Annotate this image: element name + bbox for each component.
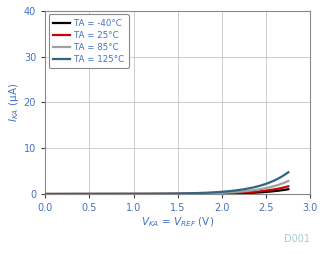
Legend: TA = -40°C, TA = 25°C, TA = 85°C, TA = 125°C: TA = -40°C, TA = 25°C, TA = 85°C, TA = 1… [48,14,129,68]
Line: TA = 25°C: TA = 25°C [45,186,288,194]
TA = 85°C [279,182,283,185]
TA = -40°C [56,193,59,196]
TA = 25°C [286,185,290,188]
TA = 125°C [155,192,159,195]
TA = -40°C [235,192,239,195]
TA = 85°C [286,180,290,183]
TA = -40°C [43,193,47,196]
TA = 125°C [279,175,283,178]
Line: TA = 125°C: TA = 125°C [45,172,288,194]
Y-axis label: $I_{KA}$ (μA): $I_{KA}$ (μA) [7,83,21,122]
TA = 85°C [162,192,165,195]
TA = 25°C [279,186,283,189]
TA = 25°C [162,193,165,196]
Line: TA = -40°C: TA = -40°C [45,189,288,194]
TA = -40°C [279,189,283,192]
TA = 85°C [43,193,47,196]
TA = 85°C [235,190,239,194]
TA = 25°C [235,191,239,194]
Line: TA = 85°C: TA = 85°C [45,181,288,194]
TA = -40°C [279,189,283,192]
TA = 125°C [235,189,239,192]
TA = 125°C [162,192,165,195]
TA = -40°C [155,193,159,196]
TA = 125°C [279,176,283,179]
Text: D001: D001 [284,234,310,244]
TA = 125°C [56,193,59,196]
TA = 85°C [56,193,59,196]
TA = 25°C [155,193,159,196]
TA = -40°C [286,188,290,191]
TA = 25°C [43,193,47,196]
TA = 25°C [279,186,283,189]
TA = 25°C [56,193,59,196]
TA = 85°C [279,182,283,185]
TA = 125°C [43,193,47,196]
X-axis label: $V_{KA}$ = $V_{REF}$ (V): $V_{KA}$ = $V_{REF}$ (V) [141,216,215,229]
TA = 125°C [286,171,290,174]
TA = 85°C [155,192,159,195]
TA = -40°C [162,193,165,196]
